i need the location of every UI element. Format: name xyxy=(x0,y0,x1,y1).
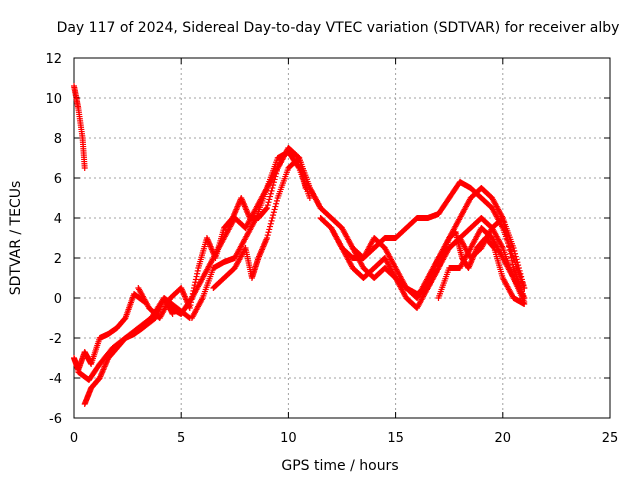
grid-lines xyxy=(74,58,610,418)
plus-marker xyxy=(500,218,507,225)
chart-title: Day 117 of 2024, Sidereal Day-to-day VTE… xyxy=(57,20,620,36)
y-tick-label: -6 xyxy=(49,412,62,427)
plus-marker xyxy=(271,206,278,213)
plus-marker xyxy=(502,229,509,236)
x-tick-label: 5 xyxy=(177,431,185,446)
plus-marker xyxy=(521,285,528,291)
plus-marker xyxy=(270,212,277,219)
plus-marker xyxy=(263,205,270,212)
y-tick-label: 8 xyxy=(54,132,62,147)
plus-marker xyxy=(502,225,509,232)
series-sat-m xyxy=(435,225,528,305)
y-tick-label: -4 xyxy=(49,372,62,387)
x-tick-label: 0 xyxy=(70,431,78,446)
plus-marker xyxy=(509,261,516,268)
plus-marker xyxy=(263,235,270,241)
plus-marker xyxy=(265,199,272,206)
plot-frame xyxy=(73,57,611,419)
plus-marker xyxy=(506,247,513,254)
y-tick-label: 10 xyxy=(45,92,62,107)
plus-marker xyxy=(515,265,522,271)
plus-marker xyxy=(503,232,510,239)
plus-marker xyxy=(266,226,273,233)
plus-marker xyxy=(269,185,276,191)
plus-marker xyxy=(507,250,514,257)
plus-marker xyxy=(272,203,279,210)
plus-marker xyxy=(185,314,192,321)
plus-marker xyxy=(519,279,526,286)
x-tick-label: 20 xyxy=(495,431,512,446)
plus-marker xyxy=(511,247,518,254)
y-axis-label: SDTVAR / TECUs xyxy=(8,181,24,296)
y-tick-label: 4 xyxy=(54,212,62,227)
series-sat-b xyxy=(71,291,148,373)
plus-marker xyxy=(515,262,522,269)
plus-marker xyxy=(510,245,517,251)
plus-marker xyxy=(517,270,524,277)
plus-marker xyxy=(263,205,270,211)
x-tick-label: 25 xyxy=(602,431,619,446)
plus-marker xyxy=(267,193,274,200)
plus-marker xyxy=(514,259,521,266)
plus-marker xyxy=(273,197,280,204)
x-tick-labels: 0 5 10 15 20 25 xyxy=(70,431,618,446)
plus-marker xyxy=(505,243,512,250)
plus-marker xyxy=(267,220,274,227)
y-tick-label: 6 xyxy=(54,172,62,187)
plus-marker xyxy=(192,276,199,283)
plus-marker xyxy=(499,215,506,221)
plus-marker xyxy=(513,256,520,263)
x-tick-label: 15 xyxy=(387,431,404,446)
series-sat-e xyxy=(135,145,309,321)
plus-marker xyxy=(269,215,276,221)
plus-marker xyxy=(268,187,275,194)
plus-marker xyxy=(265,229,272,236)
plus-marker xyxy=(504,236,511,243)
plus-marker xyxy=(267,190,274,197)
x-axis-label: GPS time / hours xyxy=(281,458,398,474)
plus-marker xyxy=(268,217,275,224)
plus-marker xyxy=(266,196,273,203)
x-tick-label: 10 xyxy=(280,431,297,446)
y-tick-label: 12 xyxy=(45,52,62,67)
y-tick-labels: -6 -4 -2 0 2 4 6 8 10 12 xyxy=(45,52,62,427)
plus-marker xyxy=(194,267,201,274)
plus-marker xyxy=(270,209,277,216)
plus-marker xyxy=(264,232,271,239)
plus-marker xyxy=(193,273,200,280)
plus-marker xyxy=(512,253,519,260)
data-points xyxy=(71,83,528,407)
plus-marker xyxy=(508,254,515,261)
plus-marker xyxy=(267,223,274,230)
plus-marker xyxy=(516,267,523,274)
y-tick-label: -2 xyxy=(49,332,62,347)
y-tick-label: 2 xyxy=(54,252,62,267)
plus-marker xyxy=(518,276,525,283)
plus-marker xyxy=(505,240,512,246)
plus-marker xyxy=(306,195,313,201)
plus-marker xyxy=(194,270,201,277)
plus-marker xyxy=(273,200,280,207)
plus-marker xyxy=(501,222,508,229)
plus-marker xyxy=(521,299,528,305)
plus-marker xyxy=(192,279,199,286)
plus-marker xyxy=(264,202,271,209)
plus-marker xyxy=(81,165,88,171)
y-tick-label: 0 xyxy=(54,292,62,307)
plus-marker xyxy=(508,257,515,264)
axis-ticks xyxy=(73,57,611,419)
series-sat-a xyxy=(71,83,88,171)
series-sat-j xyxy=(328,185,528,311)
